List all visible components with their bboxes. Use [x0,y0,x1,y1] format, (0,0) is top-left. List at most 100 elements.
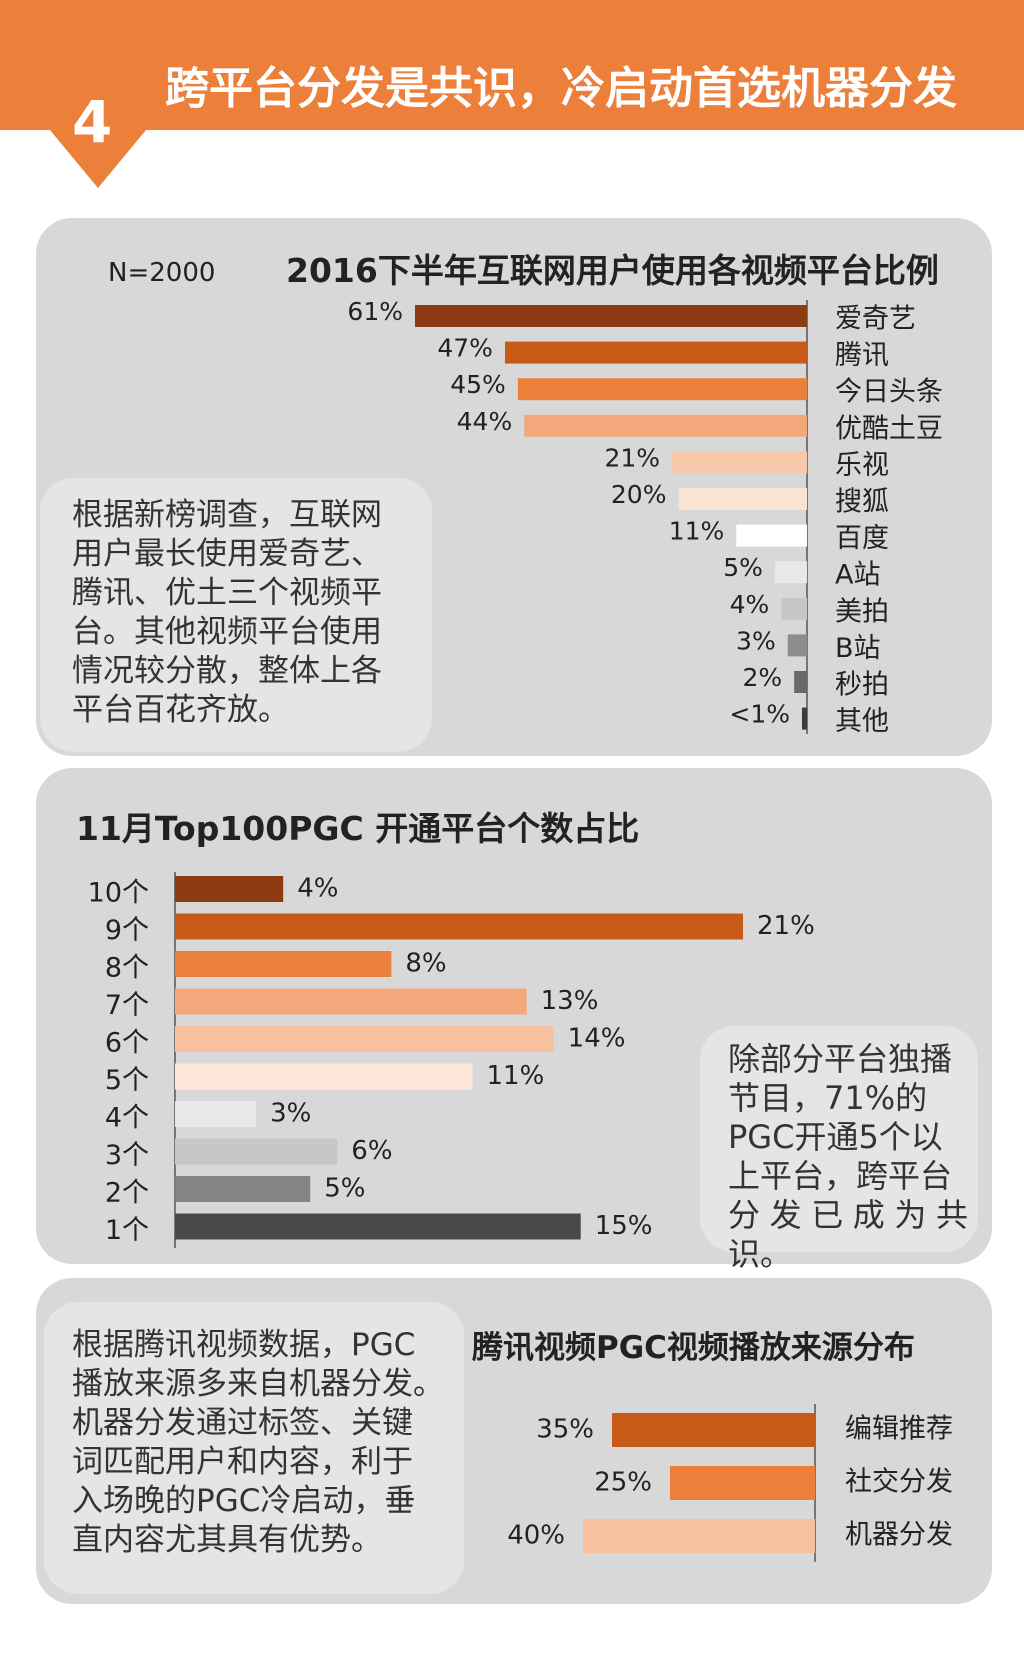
category-label: 编辑推荐 [845,1414,953,1445]
bar-value-label: 21% [604,443,660,472]
chart-title-2: 11月Top100PGC 开通平台个数占比 [76,809,640,848]
category-label: 机器分发 [845,1520,953,1551]
bar-value-label: 11% [669,517,725,546]
category-label: 优酷土豆 [835,413,943,444]
category-label: 6个 [105,1028,149,1059]
bar-value-label: 45% [450,370,506,399]
category-label: 10个 [88,878,149,909]
bar [794,671,807,693]
note-3-line: 入场晚的PGC冷启动，垂 [72,1483,416,1519]
note-2-line: PGC开通5个以 [728,1118,943,1156]
bar [175,1138,338,1165]
category-label: 2个 [105,1178,149,1209]
category-label: 百度 [835,523,889,554]
bar [175,913,743,940]
note-2-line: 节目，71%的 [728,1079,928,1117]
bar [175,1026,554,1052]
bar-value-label: 40% [507,1521,565,1551]
bar [774,561,807,584]
note-3-line: 直内容尤其具有优势。 [72,1522,382,1558]
bar-value-label: 15% [595,1211,653,1241]
category-label: 乐视 [835,450,889,481]
bar-value-label: 5% [324,1174,365,1204]
bar [612,1413,815,1447]
category-label: 4个 [105,1103,149,1134]
note-1-line: 平台百花齐放。 [72,692,289,728]
bar [517,378,807,401]
category-label: 1个 [105,1215,149,1246]
category-label: 8个 [105,953,149,984]
bar [787,634,807,657]
section-number: 4 [72,88,113,156]
category-label: 秒拍 [835,670,889,701]
chart-title-1: 2016下半年互联网用户使用各视频平台比例 [286,251,939,290]
bar-value-label: 61% [347,297,403,326]
bar-value-label: 44% [457,407,513,436]
bar [175,951,392,977]
bar [678,488,807,510]
bar-value-label: <1% [729,700,790,729]
bar-value-label: 3% [736,626,776,655]
bar [415,305,807,327]
category-label: 9个 [105,915,149,946]
category-label: 社交分发 [845,1467,953,1498]
bar-value-label: 8% [405,949,446,979]
bar-value-label: 11% [487,1061,545,1091]
note-1-line: 情况较分散，整体上各 [72,653,382,689]
note-3-line: 机器分发通过标签、关键 [72,1405,413,1441]
bar-value-label: 25% [594,1468,652,1498]
bar [175,1101,257,1127]
bar-value-label: 6% [351,1136,392,1166]
bar-value-label: 20% [611,480,667,509]
note-3: 根据腾讯视频数据，PGC 播放来源多来自机器分发。 机器分发通过标签、关键 词匹… [44,1302,464,1594]
bar [781,597,807,620]
category-label: 7个 [105,990,149,1021]
note-1-line: 根据新榜调查，互联网 [72,497,382,533]
bar [802,707,807,730]
category-label: 5个 [105,1065,149,1096]
page-title: 跨平台分发是共识，冷启动首选机器分发 [165,63,957,114]
bar [524,414,807,437]
note-2: 除部分平台独播 节目，71%的 PGC开通5个以 上平台，跨平台 分发已成为共识… [700,1026,978,1273]
header-arrow [40,118,156,188]
note-1-line: 腾讯、优土三个视频平 [72,575,382,611]
note-3-line: 词匹配用户和内容，利于 [72,1444,413,1480]
bar [736,524,807,547]
header-bar [0,0,1024,130]
bar [504,341,807,364]
bar [672,451,807,474]
bar [175,1176,311,1202]
bar [583,1519,815,1553]
bar-value-label: 5% [723,553,763,582]
category-label: 美拍 [835,596,889,627]
category-label: 爱奇艺 [835,304,916,335]
chart-title-3: 腾讯视频PGC视频播放来源分布 [472,1330,915,1366]
note-3-line: 播放来源多来自机器分发。 [72,1366,444,1402]
bar [175,876,284,902]
bar-value-label: 35% [536,1415,594,1445]
note-1-line: 用户最长使用爱奇艺、 [72,536,382,572]
category-label: 今日头条 [835,377,943,408]
note-1: 根据新榜调查，互联网 用户最长使用爱奇艺、 腾讯、优土三个视频平 台。其他视频平… [40,478,432,752]
bar [175,1063,473,1090]
note-2-line: 上平台，跨平台 [728,1157,953,1195]
category-label: A站 [835,560,880,591]
bar-value-label: 4% [297,874,338,904]
bar [175,988,527,1015]
note-2-line: 分发已成为共识。 [728,1196,968,1273]
bar [670,1466,815,1500]
category-label: 搜狐 [835,487,889,518]
bar-value-label: 14% [568,1024,626,1054]
bar-value-label: 13% [541,986,599,1016]
category-label: B站 [835,633,881,664]
bar-value-label: 47% [437,334,493,363]
sample-size-label: N=2000 [108,258,216,288]
bar-value-label: 21% [757,911,815,941]
category-label: 3个 [105,1140,149,1171]
bar-value-label: 3% [270,1099,311,1129]
bar-value-label: 2% [742,663,782,692]
category-label: 腾讯 [835,340,889,371]
bar-value-label: 4% [730,590,770,619]
category-label: 其他 [835,706,889,737]
note-2-line: 除部分平台独播 [728,1040,953,1078]
